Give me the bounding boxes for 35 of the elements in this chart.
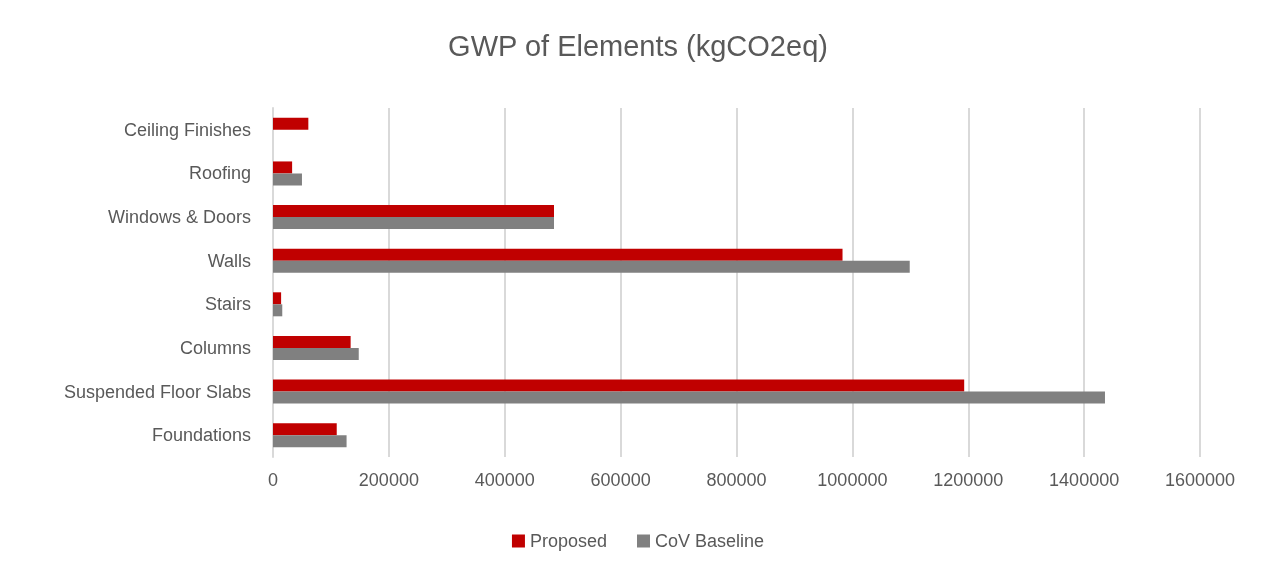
legend-label: Proposed xyxy=(529,531,607,551)
y-tick-label: Stairs xyxy=(204,294,251,315)
bar xyxy=(273,423,337,436)
bar xyxy=(273,304,283,317)
bar xyxy=(273,173,302,186)
bar xyxy=(273,217,554,230)
y-tick-label: Columns xyxy=(179,337,251,358)
legend-label: CoV Baseline xyxy=(655,531,765,551)
x-tick-label: 1400000 xyxy=(1049,470,1120,490)
x-tick-label: 1600000 xyxy=(1164,470,1236,490)
x-tick-label: 800000 xyxy=(706,470,767,490)
y-tick-label: Walls xyxy=(207,250,251,271)
bar xyxy=(273,391,1105,404)
y-tick-label: Windows & Doors xyxy=(107,207,251,228)
x-tick-label: 600000 xyxy=(590,470,651,490)
bar xyxy=(273,335,351,348)
bar xyxy=(273,347,359,360)
x-tick-label: 1000000 xyxy=(817,470,888,490)
bar xyxy=(273,117,309,130)
chart-title: GWP of Elements (kgCO2eq) xyxy=(448,29,828,62)
bar xyxy=(273,379,965,392)
x-tick-label: 1200000 xyxy=(933,470,1004,490)
y-tick-label: Roofing xyxy=(188,163,251,184)
x-tick-label: 0 xyxy=(267,470,279,490)
x-tick-label: 400000 xyxy=(474,470,535,490)
bar xyxy=(273,205,554,218)
y-tick-label: Foundations xyxy=(151,425,251,446)
x-tick-label: 200000 xyxy=(358,470,419,490)
y-tick-label: Ceiling Finishes xyxy=(123,119,251,140)
bar xyxy=(273,161,293,174)
bar xyxy=(273,292,282,305)
y-tick-label: Suspended Floor Slabs xyxy=(63,381,251,402)
bar xyxy=(273,260,910,273)
bar xyxy=(273,435,347,448)
bar xyxy=(273,248,843,261)
